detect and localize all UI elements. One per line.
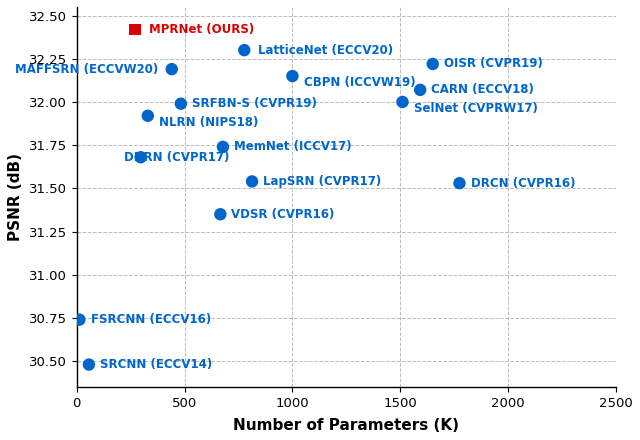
- Point: [428, 60, 438, 67]
- Point: [136, 154, 146, 161]
- Point: [74, 316, 84, 323]
- Point: [415, 86, 426, 93]
- Point: [130, 26, 140, 33]
- Point: [176, 100, 186, 107]
- Text: OISR (CVPR19): OISR (CVPR19): [444, 58, 543, 70]
- Text: LatticeNet (ECCV20): LatticeNet (ECCV20): [258, 44, 394, 57]
- Point: [218, 143, 228, 150]
- Text: SRCNN (ECCV14): SRCNN (ECCV14): [100, 358, 212, 371]
- Point: [397, 99, 408, 106]
- Text: VDSR (CVPR16): VDSR (CVPR16): [232, 208, 335, 221]
- Text: DRCN (CVPR16): DRCN (CVPR16): [470, 176, 575, 190]
- Text: SRFBN-S (CVPR19): SRFBN-S (CVPR19): [192, 97, 317, 110]
- Y-axis label: PSNR (dB): PSNR (dB): [8, 153, 23, 241]
- Point: [454, 180, 465, 187]
- Text: FSRCNN (ECCV16): FSRCNN (ECCV16): [90, 313, 211, 326]
- Text: CBPN (ICCVW19): CBPN (ICCVW19): [303, 76, 415, 89]
- Text: LapSRN (CVPR17): LapSRN (CVPR17): [263, 175, 381, 188]
- Point: [215, 211, 225, 218]
- Text: MAFFSRN (ECCVW20): MAFFSRN (ECCVW20): [15, 62, 158, 76]
- Point: [166, 66, 177, 73]
- Text: DDRN (CVPR17): DDRN (CVPR17): [124, 151, 229, 164]
- Point: [239, 47, 250, 54]
- Text: NLRN (NIPS18): NLRN (NIPS18): [159, 116, 259, 129]
- Point: [143, 112, 153, 119]
- Point: [287, 73, 298, 80]
- Point: [84, 361, 94, 368]
- X-axis label: Number of Parameters (K): Number of Parameters (K): [234, 418, 460, 433]
- Point: [247, 178, 257, 185]
- Text: SelNet (CVPRW17): SelNet (CVPRW17): [413, 102, 538, 115]
- Text: MemNet (ICCV17): MemNet (ICCV17): [234, 140, 351, 154]
- Text: CARN (ECCV18): CARN (ECCV18): [431, 83, 534, 96]
- Text: MPRNet (OURS): MPRNet (OURS): [148, 23, 254, 36]
